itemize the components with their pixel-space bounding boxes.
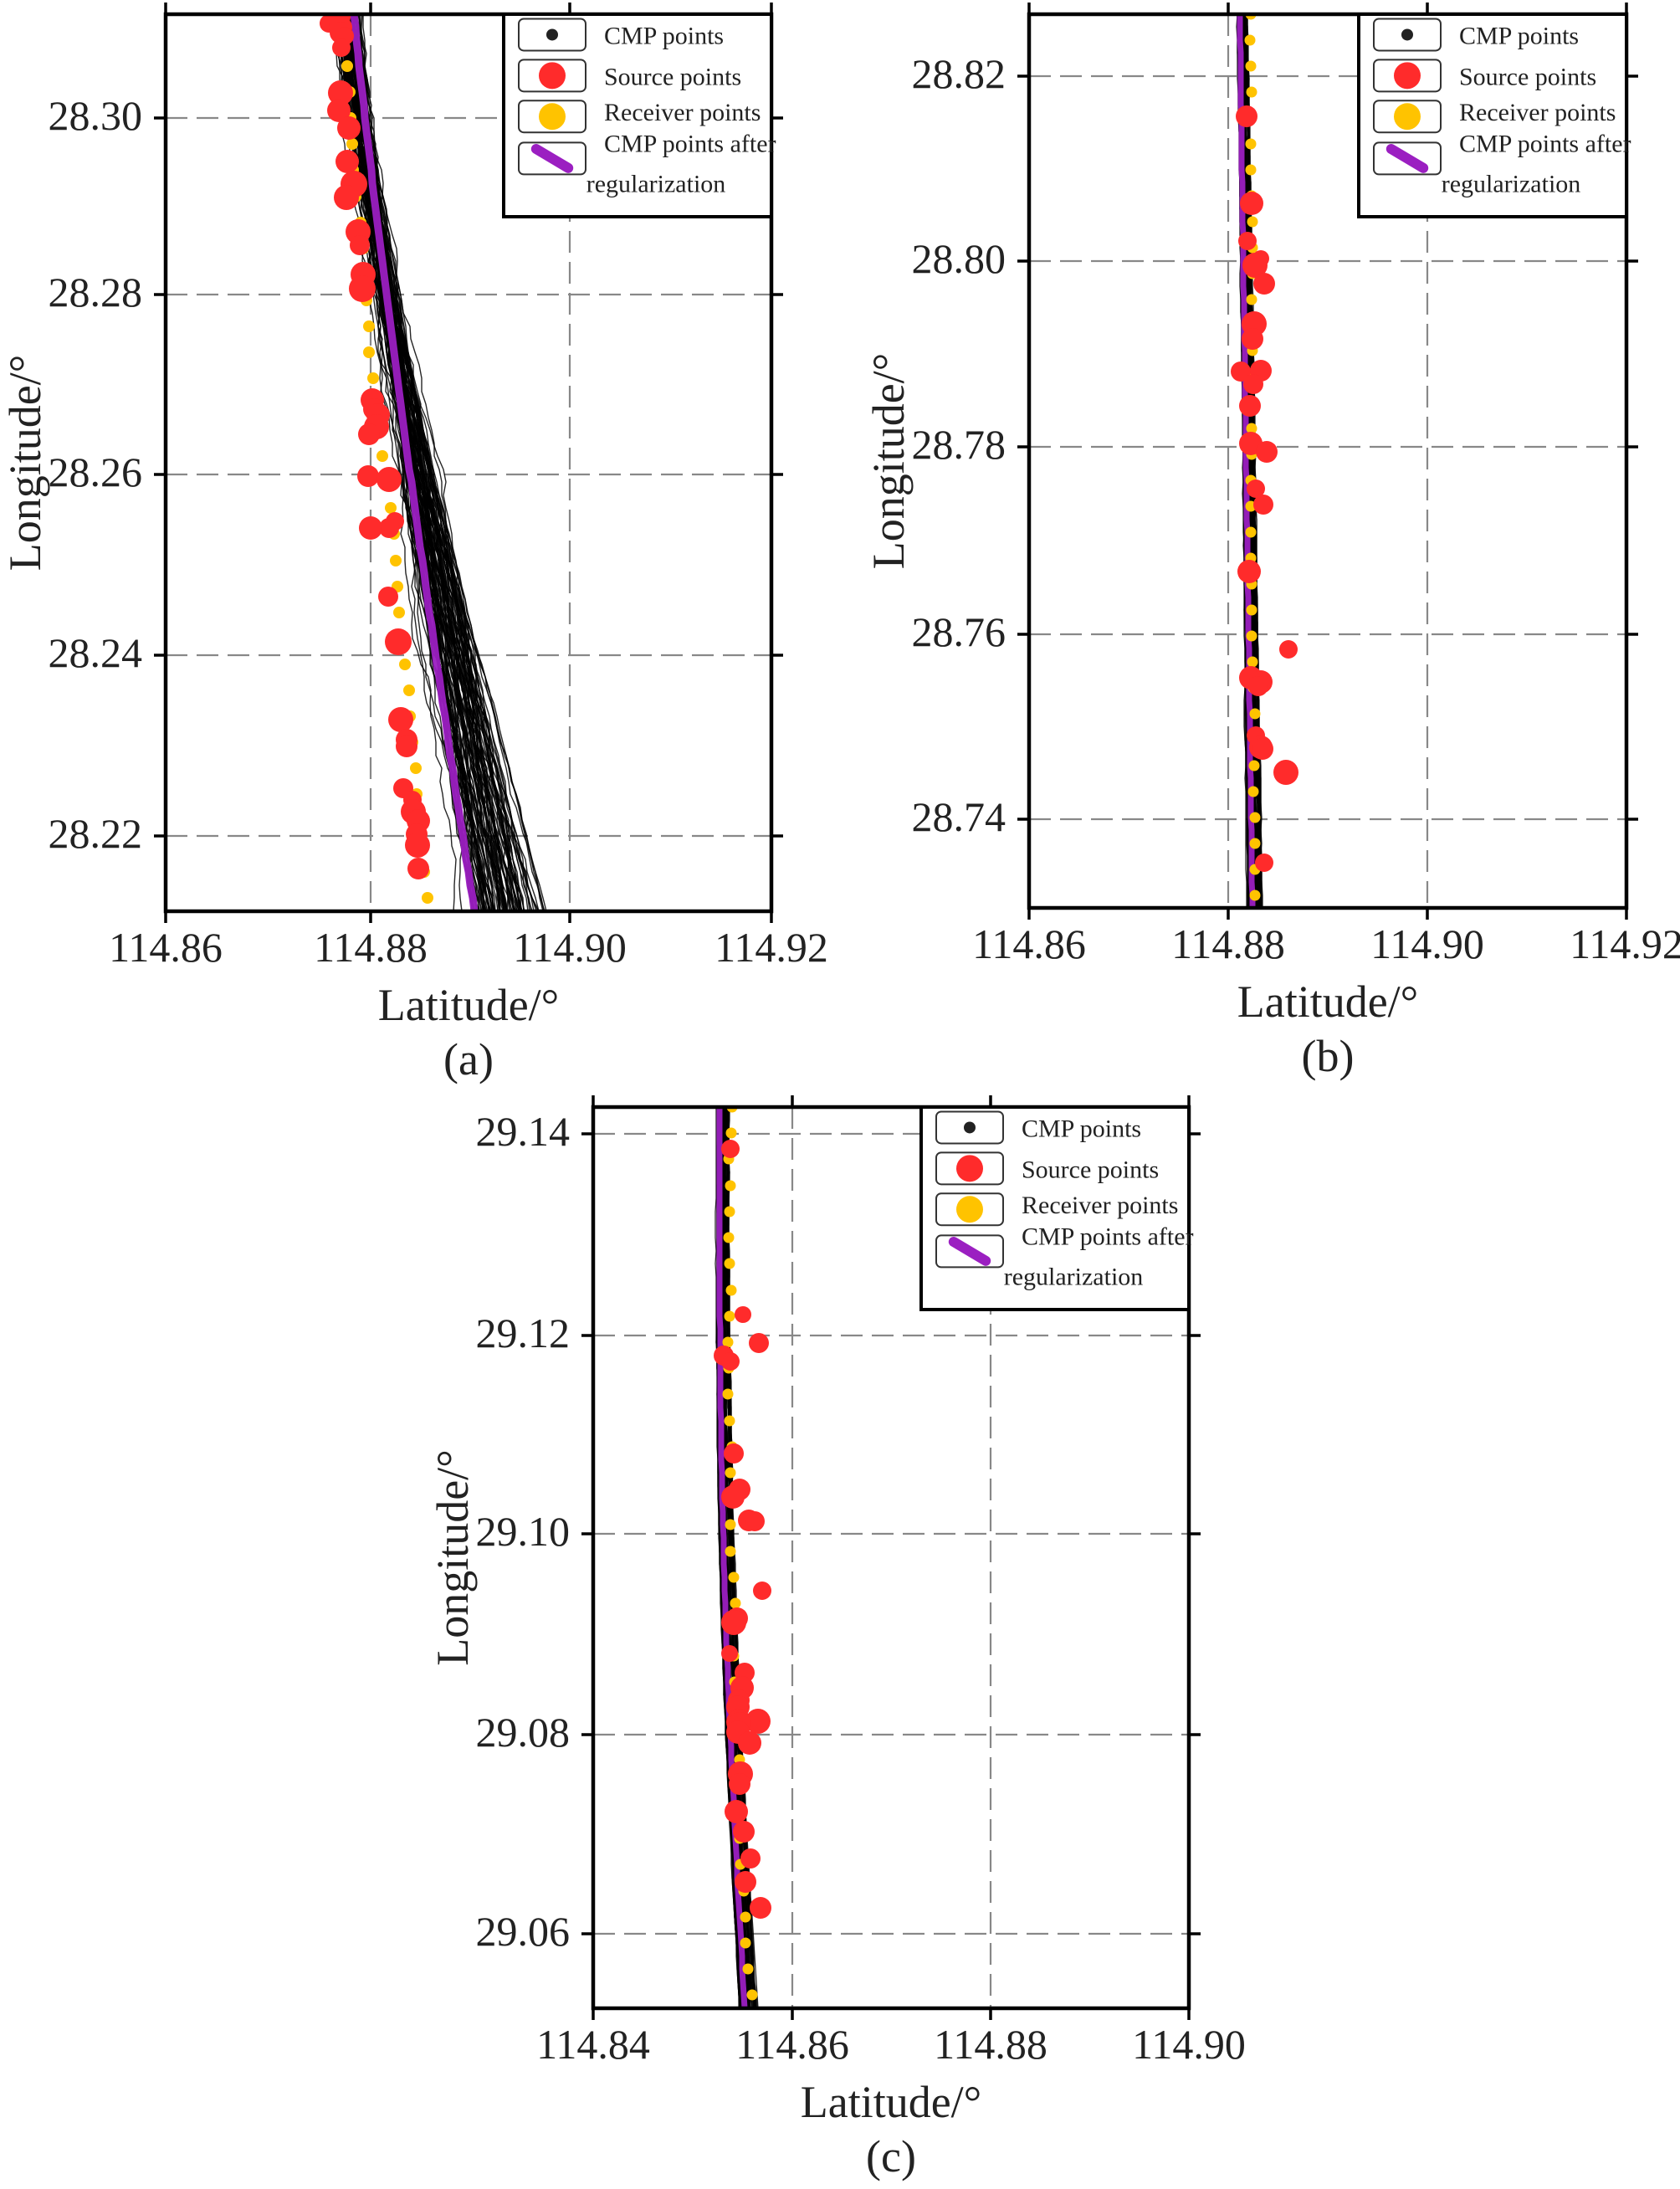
svg-text:28.76: 28.76 xyxy=(912,608,1006,655)
svg-text:regularization: regularization xyxy=(586,170,726,197)
svg-text:114.88: 114.88 xyxy=(314,924,428,971)
svg-text:Longitude/°: Longitude/° xyxy=(428,1449,478,1666)
svg-text:(c): (c) xyxy=(866,2131,916,2181)
svg-text:Latitude/°: Latitude/° xyxy=(378,980,560,1030)
svg-text:28.78: 28.78 xyxy=(912,421,1006,468)
svg-text:CMP points: CMP points xyxy=(1459,22,1579,49)
svg-text:29.06: 29.06 xyxy=(476,1908,571,1955)
svg-text:28.80: 28.80 xyxy=(912,235,1006,282)
svg-text:114.88: 114.88 xyxy=(934,2021,1047,2068)
svg-text:Receiver points: Receiver points xyxy=(1022,1192,1178,1219)
svg-text:29.10: 29.10 xyxy=(476,1508,571,1555)
svg-text:114.84: 114.84 xyxy=(536,2021,650,2068)
svg-text:CMP points: CMP points xyxy=(604,22,724,49)
svg-text:(a): (a) xyxy=(443,1034,494,1084)
svg-text:regularization: regularization xyxy=(1004,1263,1144,1290)
svg-text:CMP points after: CMP points after xyxy=(1022,1223,1194,1250)
svg-text:114.86: 114.86 xyxy=(735,2021,849,2068)
svg-text:114.90: 114.90 xyxy=(513,924,627,971)
svg-text:regularization: regularization xyxy=(1442,170,1581,197)
svg-text:28.26: 28.26 xyxy=(49,449,143,495)
svg-text:29.08: 29.08 xyxy=(476,1709,571,1756)
svg-text:114.90: 114.90 xyxy=(1370,920,1484,967)
svg-text:CMP points after: CMP points after xyxy=(1459,130,1631,157)
svg-text:Longitude/°: Longitude/° xyxy=(863,353,914,570)
svg-text:114.92: 114.92 xyxy=(715,924,828,971)
svg-text:Latitude/°: Latitude/° xyxy=(1237,977,1419,1027)
svg-text:29.14: 29.14 xyxy=(476,1108,571,1155)
svg-text:Receiver points: Receiver points xyxy=(1459,99,1616,126)
svg-text:(b): (b) xyxy=(1302,1031,1355,1081)
svg-text:114.92: 114.92 xyxy=(1570,920,1680,967)
svg-text:28.30: 28.30 xyxy=(49,92,143,139)
svg-text:Source points: Source points xyxy=(1459,63,1596,90)
svg-text:CMP points after: CMP points after xyxy=(604,130,776,157)
svg-text:29.12: 29.12 xyxy=(476,1310,571,1356)
svg-text:114.86: 114.86 xyxy=(972,920,1086,967)
svg-text:Longitude/°: Longitude/° xyxy=(0,355,50,572)
svg-text:28.74: 28.74 xyxy=(912,793,1006,840)
svg-text:28.22: 28.22 xyxy=(49,810,143,857)
svg-text:Source points: Source points xyxy=(1022,1156,1159,1183)
svg-text:114.90: 114.90 xyxy=(1132,2021,1246,2068)
svg-text:28.24: 28.24 xyxy=(49,629,143,676)
svg-text:Source points: Source points xyxy=(604,63,741,90)
svg-text:28.28: 28.28 xyxy=(49,269,143,315)
svg-text:CMP points: CMP points xyxy=(1022,1115,1141,1142)
svg-text:Receiver points: Receiver points xyxy=(604,99,761,126)
svg-text:Latitude/°: Latitude/° xyxy=(801,2077,982,2127)
svg-text:28.82: 28.82 xyxy=(912,50,1006,97)
svg-text:114.86: 114.86 xyxy=(109,924,223,971)
svg-text:114.88: 114.88 xyxy=(1171,920,1285,967)
